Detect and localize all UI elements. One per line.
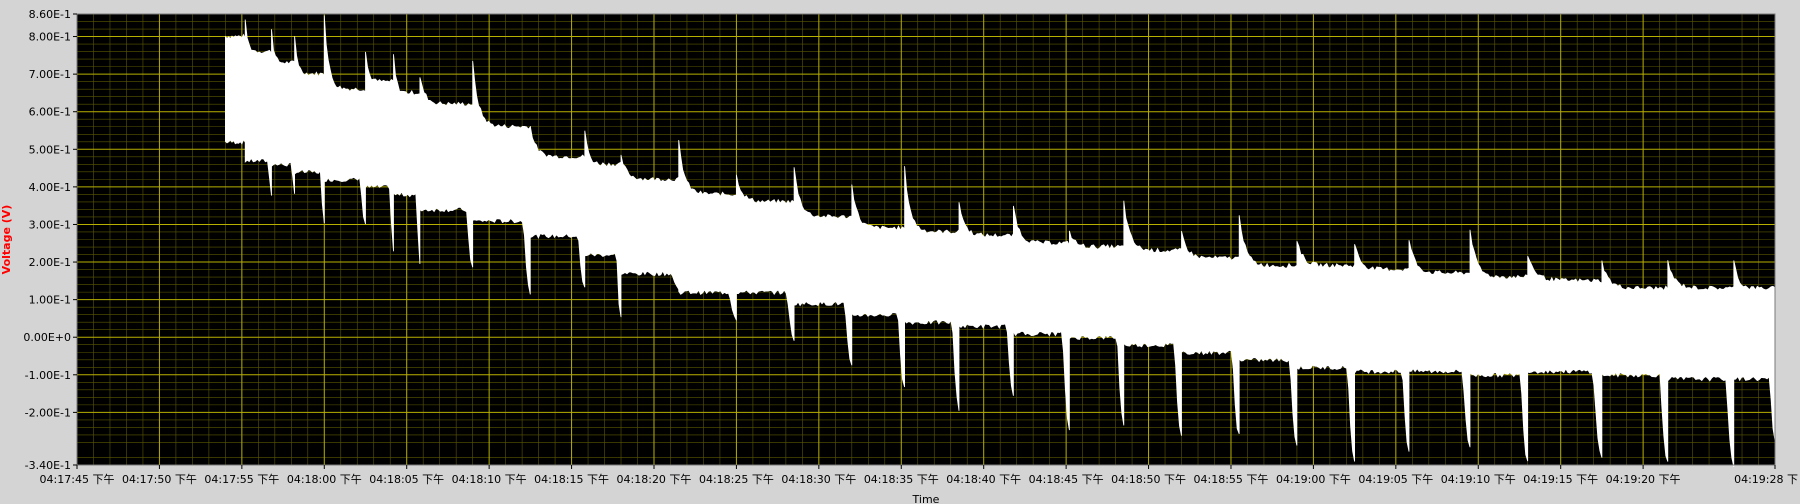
x-tick-label: 04:18:00 下午 (287, 473, 362, 486)
x-tick-label: 04:18:40 下午 (946, 473, 1021, 486)
x-tick-label: 04:17:45 下午 (40, 473, 115, 486)
y-tick-label: 7.00E-1 (29, 68, 71, 81)
x-axis-ticks: 04:17:45 下午 04:17:50 下午 04:17:55 下午 04:18:0… (40, 465, 1798, 486)
trace-segment (584, 130, 622, 318)
trace-segment (1296, 241, 1355, 462)
trace-segment (244, 19, 272, 196)
voltage-trace (225, 15, 1776, 467)
trace-segment (958, 202, 1014, 396)
trace-segment (793, 167, 853, 366)
x-tick-label: 04:18:30 下午 (781, 473, 856, 486)
y-tick-label: -2.00E-1 (25, 406, 71, 419)
trace-segment (1069, 230, 1125, 426)
trace-segment (1013, 205, 1070, 431)
x-tick-label: 04:17:50 下午 (122, 473, 197, 486)
trace-segment (1408, 240, 1471, 448)
y-tick-label: 8.60E-1 (29, 8, 71, 21)
x-tick-label: 04:18:25 下午 (699, 473, 774, 486)
trace-segment (225, 33, 246, 145)
x-axis-label: Time (912, 493, 940, 504)
trace-segment (472, 60, 531, 295)
y-axis-ticks: 8.60E-1 8.00E-1 7.00E-1 6.00E-1 5.00E-1 4.00E… (23, 8, 77, 472)
trace-segment (419, 77, 474, 268)
y-tick-label: 8.00E-1 (29, 31, 71, 44)
y-tick-label: 1.00E-1 (29, 294, 71, 307)
y-tick-label: 6.00E-1 (29, 106, 71, 119)
trace-segment (1354, 244, 1410, 452)
y-tick-label: 4.00E-1 (29, 181, 71, 194)
trace-segment (323, 15, 366, 225)
x-tick-label: 04:19:00 下午 (1276, 473, 1351, 486)
trace-segment (365, 51, 394, 252)
trace-segment (678, 140, 737, 321)
x-tick-label: 04:19:05 下午 (1358, 473, 1433, 486)
x-tick-label: 04:18:20 下午 (617, 473, 692, 486)
trace-segment (1181, 230, 1240, 435)
y-axis-label: Voltage (V) (0, 205, 13, 275)
x-tick-label: 04:18:35 下午 (864, 473, 939, 486)
x-tick-label: 04:19:15 下午 (1523, 473, 1598, 486)
plot-frame (76, 13, 1776, 466)
x-tick-label: 04:18:10 下午 (452, 473, 527, 486)
trace-segment (904, 166, 960, 411)
trace-segment (271, 29, 295, 194)
y-tick-label: -3.40E-1 (25, 459, 71, 472)
trace-segment (1601, 260, 1669, 462)
trace-segment (1469, 229, 1529, 462)
trace-segment (294, 36, 325, 224)
x-tick-label: 04:18:15 下午 (534, 473, 609, 486)
x-tick-label: 04:19:20 下午 (1606, 473, 1681, 486)
trace-segment (1527, 255, 1603, 458)
x-tick-label: 04:18:50 下午 (1111, 473, 1186, 486)
x-tick-label: 04:18:45 下午 (1029, 473, 1104, 486)
x-tick-label: 04:19:28 下 (1734, 473, 1798, 486)
y-tick-label: 0.00E+0 (23, 331, 71, 344)
x-tick-label: 04:17:55 下午 (204, 473, 279, 486)
y-tick-label: 5.00E-1 (29, 143, 71, 156)
x-tick-label: 04:18:05 下午 (369, 473, 444, 486)
trace-segment (1238, 215, 1298, 446)
trace-segment (736, 174, 795, 341)
y-tick-label: 3.00E-1 (29, 218, 71, 231)
trace-segment (1123, 200, 1182, 436)
trace-segment (851, 184, 905, 388)
trace-segment (393, 54, 421, 265)
y-tick-label: 2.00E-1 (29, 256, 71, 269)
y-tick-label: -1.00E-1 (25, 369, 71, 382)
trace-segment (1667, 260, 1735, 467)
x-tick-label: 04:18:55 下午 (1194, 473, 1269, 486)
x-tick-label: 04:19:10 下午 (1441, 473, 1516, 486)
trace-segment (529, 126, 586, 288)
